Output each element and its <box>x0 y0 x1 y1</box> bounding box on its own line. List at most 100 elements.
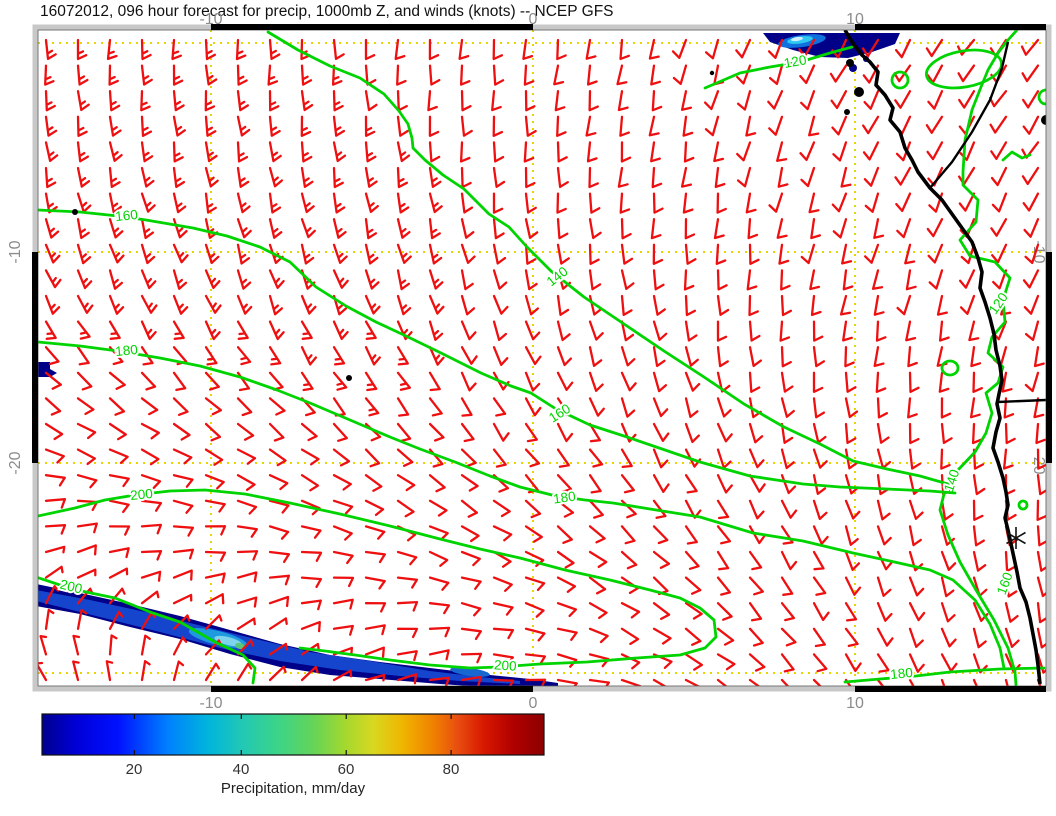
wind-barb <box>300 422 318 442</box>
axis-tick-label-left: -10 <box>7 240 24 263</box>
wind-barb <box>876 474 890 496</box>
wind-barb <box>460 192 474 214</box>
wind-barb <box>524 397 542 417</box>
wind-barb <box>798 38 816 58</box>
wind-barb <box>926 218 944 238</box>
wind-barb <box>938 371 950 393</box>
wind-barb <box>108 371 126 390</box>
wind-barb <box>747 218 759 240</box>
colorbar-tick-label: 20 <box>126 761 143 778</box>
wind-barb <box>460 90 472 112</box>
wind-barb <box>876 422 890 444</box>
wind-barb <box>172 548 195 560</box>
wind-barb <box>364 90 378 112</box>
wind-barb <box>620 474 635 494</box>
wind-barb <box>650 64 662 86</box>
wind-barb <box>588 90 599 112</box>
wind-barb <box>172 115 186 137</box>
wind-barb <box>396 243 412 264</box>
wind-barb <box>172 569 193 581</box>
wind-barb <box>428 64 441 86</box>
wind-barb <box>871 269 884 290</box>
wind-barb <box>140 570 162 582</box>
wind-barb <box>780 269 791 291</box>
map-frame-segments <box>32 24 1052 692</box>
wind-barb <box>873 218 885 239</box>
wind-barb <box>44 243 61 264</box>
wind-barb <box>651 166 663 189</box>
wind-barb <box>905 269 917 291</box>
contour-line-120 <box>1001 150 1032 162</box>
wind-barb <box>808 192 820 214</box>
wind-barb <box>140 590 160 605</box>
wind-barb <box>588 550 608 569</box>
wind-barb <box>332 624 354 636</box>
wind-barb <box>140 660 151 682</box>
wind-barb <box>332 38 345 61</box>
coastline-africa <box>843 30 1042 685</box>
wind-barb <box>620 627 640 646</box>
wind-barb <box>1024 243 1040 265</box>
wind-barb <box>332 90 344 112</box>
wind-barb <box>492 422 510 442</box>
wind-barb <box>332 141 347 163</box>
wind-barb <box>140 64 153 86</box>
wind-barb <box>524 627 546 642</box>
wind-barb <box>684 602 703 620</box>
wind-barb <box>778 243 790 265</box>
wind-barb <box>300 576 323 589</box>
wind-barb <box>776 141 788 162</box>
wind-barb <box>683 269 695 291</box>
wind-barb <box>684 678 701 686</box>
wind-barb <box>396 397 410 417</box>
wind-barb <box>172 660 185 682</box>
wind-barb <box>927 90 944 110</box>
wind-barb <box>300 90 314 112</box>
wind-barb <box>268 499 290 514</box>
wind-barb <box>812 602 830 622</box>
wind-barb <box>428 243 443 265</box>
wind-barb <box>652 422 670 442</box>
wind-barb <box>364 397 380 417</box>
wind-barb <box>620 678 642 686</box>
wind-barb <box>171 38 183 61</box>
wind-barb <box>680 90 693 111</box>
wind-barb <box>800 90 816 111</box>
wind-barb <box>76 90 90 112</box>
wind-barb <box>428 602 451 615</box>
wind-barb <box>716 448 732 469</box>
wind-barb <box>735 38 752 59</box>
wind-barb <box>715 243 727 265</box>
wind-barb <box>619 192 631 214</box>
wind-barb <box>44 320 57 340</box>
wind-barb <box>620 371 637 392</box>
wind-barb <box>524 320 541 341</box>
wind-barb <box>332 115 346 137</box>
wind-barb <box>684 525 698 545</box>
island-dot <box>72 209 78 215</box>
wind-barb <box>831 192 848 213</box>
wind-barb <box>713 218 725 240</box>
colorbar-caption: Precipitation, mm/day <box>221 780 366 797</box>
wind-barb <box>428 320 444 341</box>
wind-barb <box>268 550 291 564</box>
wind-barb <box>703 90 720 111</box>
wind-barb <box>236 269 252 290</box>
axis-tick-label-left: -20 <box>7 451 24 474</box>
wind-barb <box>396 474 416 492</box>
wind-barb <box>492 653 514 666</box>
wind-barb <box>268 665 287 682</box>
wind-barb <box>524 422 538 443</box>
wind-barb <box>671 38 688 59</box>
wind-barb <box>460 371 477 392</box>
wind-barb <box>140 371 157 391</box>
wind-barb <box>716 192 727 214</box>
wind-barb <box>140 550 163 561</box>
wind-barb <box>812 371 824 393</box>
wind-barb <box>1021 166 1040 186</box>
wind-barb <box>684 576 702 595</box>
wind-barb <box>460 550 481 567</box>
wind-barb <box>108 610 124 630</box>
wind-barb <box>396 650 418 662</box>
wind-barb <box>268 595 290 608</box>
